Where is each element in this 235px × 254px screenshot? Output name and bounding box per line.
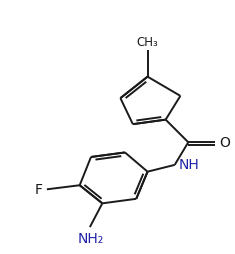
Text: NH: NH: [179, 157, 200, 171]
Text: CH₃: CH₃: [137, 36, 158, 49]
Text: O: O: [219, 136, 230, 150]
Text: F: F: [35, 182, 43, 196]
Text: NH₂: NH₂: [78, 231, 104, 245]
